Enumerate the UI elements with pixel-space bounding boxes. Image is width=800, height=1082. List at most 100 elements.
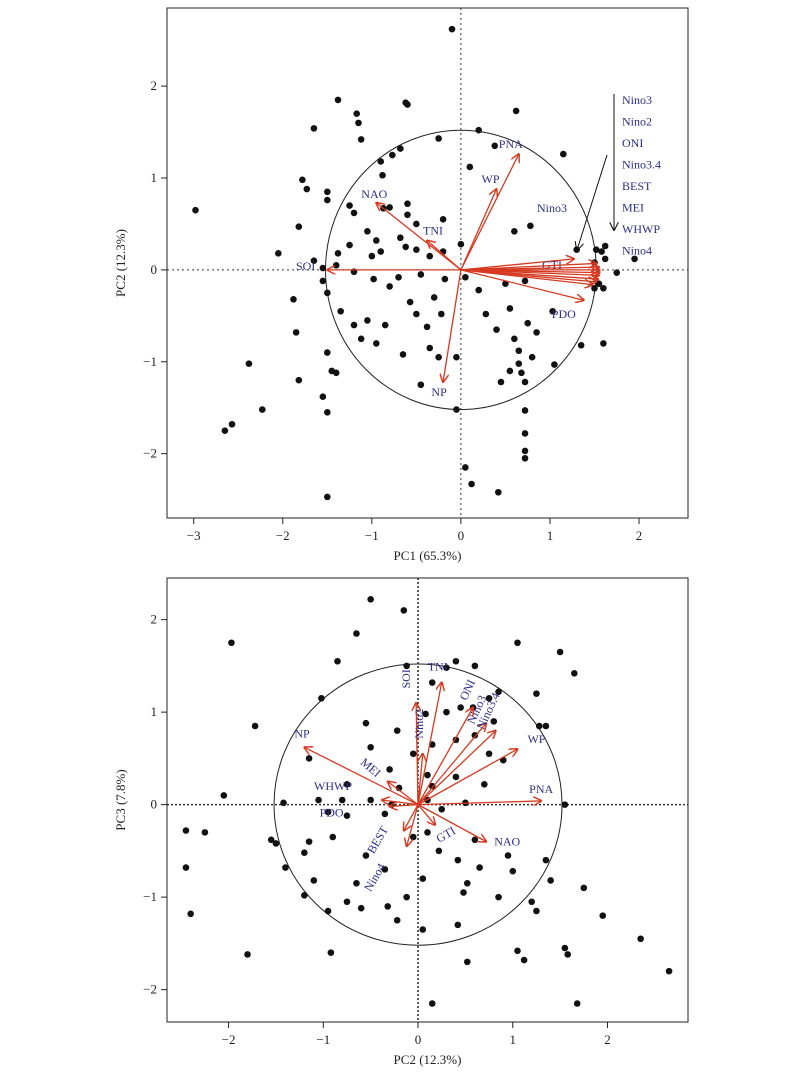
score-point: [393, 727, 401, 734]
score-point: [367, 595, 374, 603]
score-point: [303, 185, 311, 193]
score-point: [462, 464, 469, 471]
score-point: [556, 648, 564, 656]
y-tick-label: −2: [143, 446, 157, 461]
score-point: [495, 488, 502, 496]
score-point: [468, 480, 475, 488]
loading-label: WHWP: [314, 779, 352, 793]
score-point: [573, 1000, 581, 1007]
score-point: [404, 200, 411, 208]
loading-label: PNA: [529, 782, 553, 796]
loading-arrow: [417, 804, 435, 825]
score-point: [334, 96, 342, 104]
loading-label: WP: [482, 172, 500, 186]
score-point: [665, 967, 673, 975]
score-point: [506, 367, 514, 375]
score-point: [524, 319, 531, 327]
score-point: [502, 280, 509, 287]
score-point: [592, 246, 600, 253]
score-point: [463, 958, 471, 966]
score-point: [192, 206, 199, 214]
score-point: [402, 243, 409, 251]
score-point: [561, 801, 569, 808]
loading-arrow: [407, 804, 419, 847]
score-point: [413, 220, 420, 228]
bundle-pointer-line: [577, 154, 608, 250]
score-point: [346, 241, 353, 249]
score-point: [533, 690, 540, 697]
loading-arrow: [390, 805, 419, 807]
score-point: [424, 829, 431, 836]
loading-arrow: [404, 804, 419, 831]
score-point: [353, 110, 360, 117]
score-point: [221, 427, 229, 435]
score-point: [272, 840, 280, 847]
score-point: [466, 163, 474, 171]
score-point: [295, 223, 303, 231]
loading-label: NP: [431, 385, 447, 399]
score-point: [350, 209, 358, 217]
score-point: [228, 420, 236, 428]
score-point: [551, 361, 558, 368]
score-point: [490, 718, 498, 725]
score-point: [454, 921, 462, 929]
score-point: [355, 119, 362, 127]
score-point: [324, 808, 332, 816]
x-axis-title: PC2 (12.3%): [394, 1052, 462, 1067]
score-point: [430, 294, 438, 301]
score-point: [504, 852, 512, 859]
score-point: [343, 812, 351, 820]
score-point: [417, 271, 425, 278]
score-point: [454, 856, 462, 864]
score-point: [453, 406, 460, 413]
score-point: [571, 669, 578, 677]
enso-list-label: WHWP: [622, 222, 660, 236]
loading-arrow: [417, 749, 517, 806]
plot-frame: [166, 577, 689, 1023]
score-point: [228, 639, 235, 647]
score-point: [591, 284, 598, 292]
score-point: [364, 317, 371, 324]
loading-label: BEST: [364, 823, 391, 856]
x-tick-label: −1: [365, 528, 379, 543]
score-point: [542, 722, 550, 730]
score-point: [370, 275, 377, 283]
y-tick-label: −1: [143, 889, 157, 904]
loading-label: NAO: [494, 835, 520, 849]
score-point: [535, 722, 543, 730]
score-point: [495, 893, 502, 901]
score-point: [319, 264, 327, 272]
score-point: [485, 750, 493, 758]
score-point: [497, 378, 505, 386]
loading-arrow: [443, 269, 462, 382]
biplot-pc2-pc3: −2 −1 0 1 2 −2 −1 0 1 2 PC2 (12.3%) PC3 (7.8%) TNI SO…: [113, 577, 689, 1067]
score-point: [452, 657, 460, 665]
score-point: [600, 284, 607, 292]
score-point: [251, 722, 259, 730]
score-point: [282, 864, 289, 871]
score-point: [334, 250, 342, 257]
x-tick-label: 2: [604, 1032, 611, 1047]
score-point: [357, 904, 365, 912]
score-point: [428, 1000, 436, 1007]
loading-label: NP: [294, 726, 310, 740]
score-point: [386, 204, 393, 211]
score-point: [305, 838, 313, 845]
score-point: [299, 176, 306, 184]
score-point: [315, 796, 322, 804]
score-point: [397, 234, 404, 242]
score-point: [413, 310, 420, 318]
loading-label: TNI: [423, 223, 443, 237]
score-point: [353, 630, 360, 637]
enso-list-label: Nino3.4: [622, 158, 661, 172]
score-point: [542, 856, 550, 864]
loading-arrow: [382, 800, 419, 805]
score-point: [511, 335, 518, 343]
y-tick-label: 1: [151, 170, 158, 185]
score-point: [481, 780, 488, 788]
score-point: [482, 310, 490, 318]
enso-list-label: ONI: [622, 136, 643, 150]
score-point: [598, 248, 605, 255]
score-point: [364, 227, 371, 235]
score-point: [460, 889, 467, 896]
